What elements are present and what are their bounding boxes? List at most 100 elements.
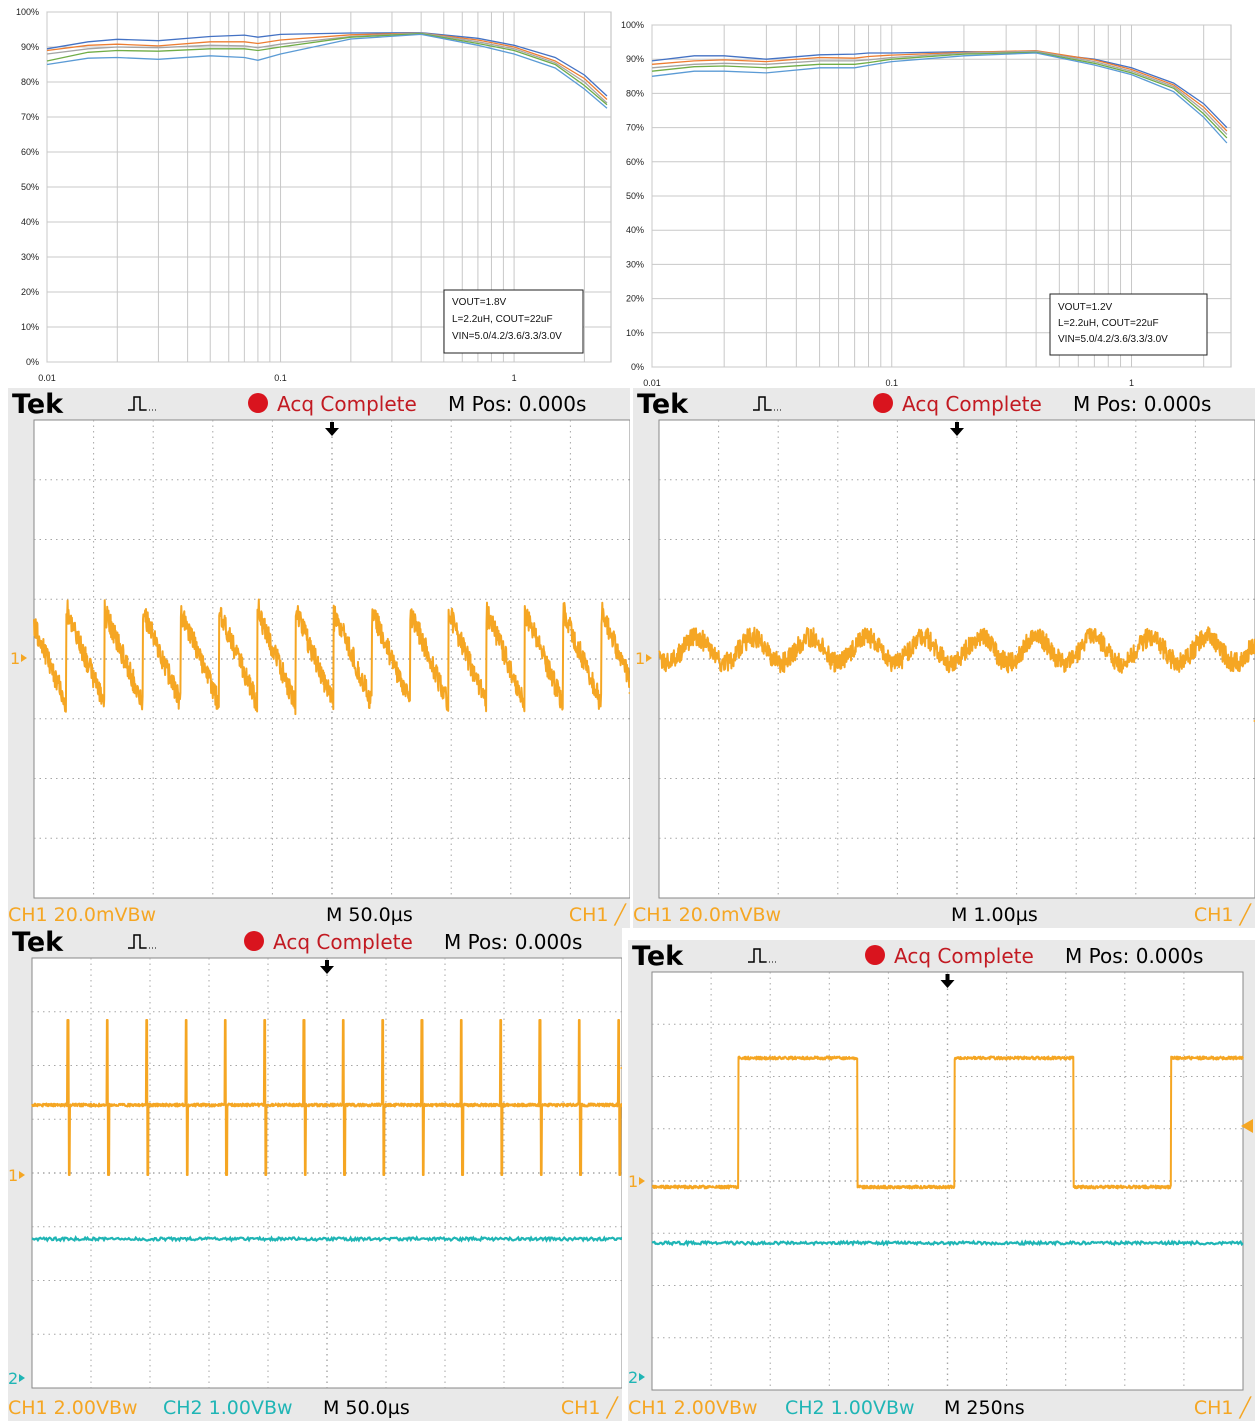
y-tick-label: 60% [626, 157, 644, 167]
horizontal-position: M Pos: 0.000s [444, 930, 582, 954]
brand-logo: Tek [12, 389, 64, 420]
legend-line-1: VOUT=1.2V [1058, 302, 1113, 313]
y-tick-label: 80% [626, 88, 644, 98]
scope-capture-1: Tek Acq Complete M Pos: 0.000s 1 CH1 20.0mVB… [8, 388, 630, 928]
ch1-trace [33, 598, 630, 716]
legend-line-2: L=2.2uH, COUT=22uF [1058, 318, 1159, 329]
ch1-ground-marker: 1 [10, 649, 20, 668]
efficiency-series-line [651, 51, 1228, 139]
scope-footer [628, 1390, 1255, 1421]
timebase: M 50.0µs [326, 904, 413, 926]
ch1-trace [31, 1019, 622, 1176]
y-tick-label: 50% [21, 182, 39, 192]
timebase: M 1.00µs [951, 904, 1038, 926]
y-tick-label: 30% [626, 259, 644, 269]
x-tick-label: 0.1 [274, 373, 287, 383]
x-tick-label: 1 [512, 373, 517, 383]
acquisition-status: Acq Complete [277, 392, 417, 416]
scope-header [8, 388, 630, 420]
scope-capture-2: Tek Acq Complete M Pos: 0.000s 1 CH1 20.0mVB… [633, 388, 1255, 928]
efficiency-series-line [46, 33, 608, 109]
efficiency-series-line [651, 49, 1228, 132]
x-tick-label: 0.1 [885, 378, 898, 388]
trigger-source: CH1 ╱ [569, 903, 628, 926]
ch1-marker-arrow-icon [19, 1171, 25, 1179]
acquisition-status: Acq Complete [894, 944, 1034, 968]
horizontal-position: M Pos: 0.000s [1065, 944, 1203, 968]
efficiency-series-line [46, 33, 608, 106]
trigger-position-arrow-icon [325, 422, 339, 436]
pulse-icon [748, 948, 766, 963]
y-tick-label: 50% [626, 191, 644, 201]
y-tick-label: 0% [26, 357, 39, 367]
timebase: M 50.0µs [323, 1397, 410, 1419]
ch2-scale: CH2 1.00VBw [163, 1397, 293, 1419]
efficiency-series-line [651, 50, 1228, 135]
y-tick-label: 70% [21, 112, 39, 122]
acquisition-status: Acq Complete [273, 930, 413, 954]
ch2-trace [652, 1239, 1244, 1248]
y-tick-label: 10% [21, 322, 39, 332]
efficiency-chart-2-svg: 100% 90% 80% 70% 60% 50% 40% 30% 20% 10% 0% 0.01 0.… [621, 20, 1232, 388]
ch1-ground-marker: 1 [635, 649, 645, 668]
legend-line-2: L=2.2uH, COUT=22uF [452, 314, 553, 325]
scope-capture-2-svg: Tek Acq Complete M Pos: 0.000s 1 CH1 20.0mVB… [633, 388, 1255, 928]
horizontal-position: M Pos: 0.000s [448, 392, 586, 416]
status-dot-icon [873, 393, 893, 413]
brand-logo: Tek [12, 928, 64, 958]
trigger-level-arrow-icon [1241, 1119, 1253, 1133]
y-tick-label: 70% [626, 123, 644, 133]
ch1-scale: CH1 2.00VBw [628, 1397, 758, 1419]
x-tick-label: 0.01 [643, 378, 661, 388]
ch1-marker-arrow-icon [639, 1177, 645, 1185]
ch2-scale: CH2 1.00VBw [785, 1397, 915, 1419]
trigger-source: CH1 ╱ [561, 1396, 620, 1419]
y-tick-label: 0% [631, 362, 644, 372]
scope-capture-3: Tek Acq Complete M Pos: 0.000s 1 2 CH1 2.00VB… [8, 928, 622, 1421]
status-dot-icon [244, 931, 264, 951]
legend-line-3: VIN=5.0/4.2/3.6/3.3/3.0V [452, 331, 562, 342]
status-dot-icon [865, 945, 885, 965]
pulse-icon [753, 396, 771, 411]
x-tick-label: 0.01 [38, 373, 56, 383]
efficiency-chart-2: 100% 90% 80% 70% 60% 50% 40% 30% 20% 10% 0% 0.01 0.… [620, 0, 1255, 388]
ch2-ground-marker: 2 [628, 1368, 638, 1387]
ch1-ground-marker: 1 [628, 1172, 638, 1191]
scope-header [8, 928, 622, 958]
y-tick-label: 20% [626, 294, 644, 304]
ch1-trace [651, 1055, 1244, 1190]
scope-capture-3-svg: Tek Acq Complete M Pos: 0.000s 1 2 CH1 2.00VB… [8, 928, 622, 1421]
brand-logo: Tek [637, 389, 689, 420]
acquisition-status: Acq Complete [902, 392, 1042, 416]
efficiency-chart-1-svg: 100% 90% 80% 70% 60% 50% 40% 30% 20% 10% 0% 0.01 0.… [16, 7, 612, 383]
ch1-marker-arrow-icon [646, 654, 652, 662]
y-tick-label: 90% [626, 54, 644, 64]
ch1-ground-marker: 1 [8, 1166, 18, 1185]
graticule [651, 971, 1244, 1391]
scope-footer [8, 1388, 622, 1421]
scope-footer [633, 898, 1255, 928]
pulse-icon [128, 396, 146, 411]
efficiency-series-line [46, 32, 608, 104]
legend-line-1: VOUT=1.8V [452, 297, 507, 308]
ch1-scale: CH1 2.00VBw [8, 1397, 138, 1419]
y-tick-label: 80% [21, 77, 39, 87]
scope-capture-4: Tek Acq Complete M Pos: 0.000s 1 2 CH1 2.00VB… [628, 940, 1255, 1421]
scope-header [628, 940, 1255, 972]
x-tick-label: 1 [1129, 378, 1134, 388]
timebase: M 250ns [944, 1397, 1025, 1419]
scope-capture-4-svg: Tek Acq Complete M Pos: 0.000s 1 2 CH1 2.00VB… [628, 940, 1255, 1421]
brand-logo: Tek [632, 941, 684, 972]
pulse-icon [128, 934, 146, 949]
trigger-source: CH1 ╱ [1194, 1396, 1253, 1419]
ch2-marker-arrow-icon [639, 1373, 645, 1381]
efficiency-series-line [46, 32, 608, 97]
legend-box: VOUT=1.2V L=2.2uH, COUT=22uF VIN=5.0/4.2… [1049, 293, 1208, 356]
trigger-position-arrow-icon [950, 422, 964, 436]
scope-right-margin [1243, 972, 1255, 1390]
y-tick-label: 40% [21, 217, 39, 227]
efficiency-series-line [46, 32, 608, 100]
y-tick-label: 100% [16, 7, 39, 17]
ch1-trace [658, 626, 1255, 674]
y-tick-label: 100% [621, 20, 644, 30]
